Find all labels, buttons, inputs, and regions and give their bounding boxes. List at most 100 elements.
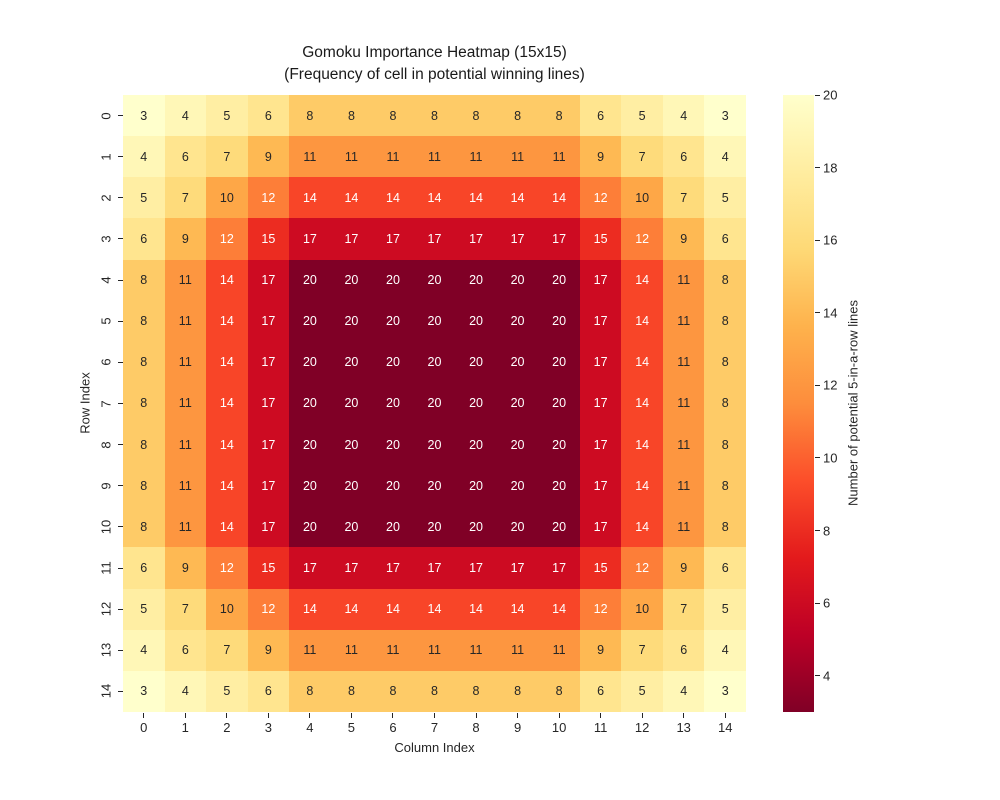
heatmap-cell: 14 [206, 424, 248, 466]
y-tick-mark [117, 485, 123, 487]
heatmap-cell: 11 [538, 629, 580, 671]
heatmap-cell: 17 [372, 218, 414, 260]
heatmap-cell: 12 [206, 218, 248, 260]
heatmap-cell: 7 [621, 629, 663, 671]
heatmap-cell: 17 [247, 341, 290, 383]
x-axis-label: Column Index [394, 740, 475, 755]
y-tick-label: 7 [98, 399, 114, 408]
y-tick-label: 6 [98, 358, 114, 366]
heatmap-cell: 20 [496, 465, 539, 507]
y-tick-label: 10 [98, 519, 114, 535]
heatmap-cell: 11 [662, 506, 705, 548]
y-tick-mark [117, 444, 123, 446]
x-tick-label: 5 [347, 720, 356, 735]
y-tick-mark [117, 156, 123, 158]
x-tick-mark [143, 712, 145, 718]
heatmap-cell: 8 [704, 506, 746, 548]
x-tick-mark [309, 712, 311, 718]
x-tick-mark [683, 712, 685, 718]
x-tick-label: 8 [472, 720, 480, 735]
colorbar-tick-mark [815, 602, 820, 604]
heatmap-cell: 11 [496, 629, 539, 671]
heatmap-cell: 6 [164, 136, 207, 178]
heatmap-cell: 11 [289, 136, 331, 178]
heatmap-cell: 6 [662, 136, 705, 178]
heatmap-cell: 8 [496, 95, 539, 137]
heatmap-cell: 8 [330, 670, 373, 712]
heatmap-cell: 8 [538, 670, 580, 712]
heatmap-cell: 17 [579, 465, 622, 507]
colorbar-tick-label: 14 [823, 305, 838, 321]
heatmap-cell: 14 [538, 177, 580, 219]
chart-title-line2: (Frequency of cell in potential winning … [284, 66, 585, 83]
heatmap-cell: 6 [704, 218, 746, 260]
heatmap-cell: 12 [621, 218, 663, 260]
heatmap-cell: 20 [455, 300, 497, 342]
heatmap-cell: 20 [289, 465, 331, 507]
heatmap-cell: 14 [206, 341, 248, 383]
x-tick-label: 4 [306, 720, 314, 735]
heatmap-cell: 8 [330, 95, 373, 137]
heatmap-cell: 7 [206, 629, 248, 671]
heatmap-cell: 20 [330, 424, 373, 466]
heatmap-cell: 20 [538, 259, 580, 301]
heatmap-cell: 20 [289, 382, 331, 425]
heatmap-cell: 20 [413, 382, 456, 425]
heatmap-cell: 4 [704, 136, 746, 178]
x-tick-mark [724, 712, 726, 718]
heatmap-cell: 11 [330, 136, 373, 178]
heatmap-cell: 9 [579, 629, 622, 671]
heatmap-cell: 9 [247, 136, 290, 178]
heatmap-cell: 17 [538, 547, 580, 589]
heatmap-cell: 17 [579, 506, 622, 548]
heatmap-cell: 6 [247, 670, 290, 712]
y-tick-label: 5 [98, 317, 114, 325]
heatmap-cell: 17 [289, 547, 331, 589]
heatmap-cell: 4 [704, 629, 746, 671]
heatmap-cell: 20 [413, 259, 456, 301]
x-tick-label: 13 [676, 720, 691, 735]
y-tick-mark [117, 403, 123, 404]
heatmap-cell: 14 [496, 588, 539, 630]
x-tick-label: 0 [140, 720, 148, 735]
y-tick-mark [117, 279, 123, 281]
heatmap-cell: 20 [289, 259, 331, 301]
colorbar [783, 95, 814, 712]
heatmap-cell: 10 [621, 177, 663, 219]
heatmap-cell: 20 [330, 506, 373, 548]
heatmap-cell: 6 [123, 218, 165, 260]
x-tick-label: 9 [513, 720, 522, 735]
heatmap-cell: 14 [621, 465, 663, 507]
heatmap-cell: 6 [579, 670, 622, 712]
heatmap-cell: 17 [247, 259, 290, 301]
x-tick-mark [434, 712, 435, 718]
heatmap-cell: 11 [496, 136, 539, 178]
colorbar-tick-mark [815, 384, 820, 386]
x-tick-label: 6 [389, 720, 397, 735]
heatmap-cell: 12 [206, 547, 248, 589]
heatmap-cell: 12 [621, 547, 663, 589]
heatmap-cell: 8 [123, 382, 165, 425]
heatmap-cell: 17 [247, 300, 290, 342]
heatmap-cell: 8 [123, 465, 165, 507]
heatmap-cell: 20 [455, 259, 497, 301]
heatmap-cell: 9 [247, 629, 290, 671]
heatmap-cell: 20 [372, 506, 414, 548]
heatmap-cell: 20 [413, 300, 456, 342]
heatmap-cell: 17 [455, 547, 497, 589]
heatmap-cell: 14 [455, 588, 497, 630]
heatmap-cell: 11 [662, 259, 705, 301]
heatmap-cell: 14 [372, 588, 414, 630]
y-tick-mark [117, 115, 123, 117]
colorbar-label: Number of potential 5-in-a-row lines [845, 300, 861, 506]
heatmap-cell: 8 [123, 506, 165, 548]
heatmap-cell: 17 [330, 547, 373, 589]
x-tick-label: 1 [181, 720, 189, 735]
colorbar-tick-label: 18 [823, 160, 838, 176]
heatmap-cell: 17 [579, 300, 622, 342]
colorbar-tick-label: 12 [823, 377, 838, 393]
heatmap-cell: 14 [330, 177, 373, 219]
heatmap-cell: 17 [579, 341, 622, 383]
heatmap-cell: 14 [621, 506, 663, 548]
heatmap-cell: 20 [372, 382, 414, 425]
